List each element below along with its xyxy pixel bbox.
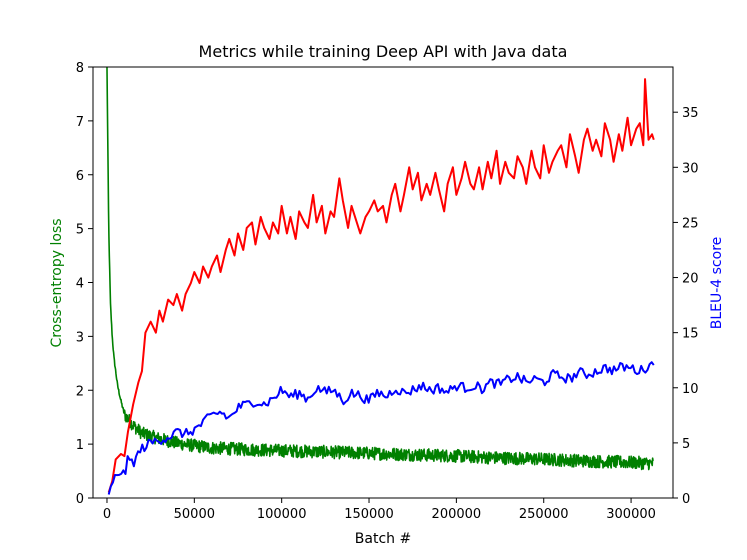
y-right-tick-label-6: 30 bbox=[682, 161, 699, 176]
chart-title: Metrics while training Deep API with Jav… bbox=[199, 42, 568, 61]
series-line-1 bbox=[107, 78, 655, 493]
y-right-tick-label-7: 35 bbox=[682, 106, 699, 121]
x-tick-label-6: 300000 bbox=[606, 507, 656, 522]
series-line-2 bbox=[107, 361, 655, 495]
x-axis-label: Batch # bbox=[355, 531, 411, 547]
x-tick-label-1: 50000 bbox=[174, 507, 215, 522]
x-tick-label-5: 250000 bbox=[519, 507, 569, 522]
y-right-tick-label-4: 20 bbox=[682, 272, 699, 287]
y-axis-label-left: Cross-entropy loss bbox=[49, 218, 65, 347]
y-right-tick-label-3: 15 bbox=[682, 327, 699, 342]
y-left-tick-label-3: 3 bbox=[76, 330, 84, 345]
y-left-tick-label-8: 8 bbox=[76, 61, 84, 76]
y-axis-label-right: BLEU-4 score bbox=[709, 237, 725, 330]
y-right-tick-label-2: 10 bbox=[682, 382, 699, 397]
y-left-tick-label-7: 7 bbox=[76, 115, 84, 130]
y-left-tick-label-1: 1 bbox=[76, 438, 84, 453]
x-tick-label-4: 200000 bbox=[432, 507, 482, 522]
y-left-tick-label-4: 4 bbox=[76, 277, 84, 292]
y-right-tick-label-0: 0 bbox=[682, 492, 690, 507]
y-left-tick-label-6: 6 bbox=[76, 169, 84, 184]
y-left-tick-label-2: 2 bbox=[76, 384, 84, 399]
x-tick-label-3: 150000 bbox=[344, 507, 394, 522]
y-right-tick-label-1: 5 bbox=[682, 437, 690, 452]
x-tick-label-2: 100000 bbox=[257, 507, 307, 522]
y-left-tick-label-0: 0 bbox=[76, 492, 84, 507]
plot-frame bbox=[92, 66, 674, 499]
series-line-0 bbox=[106, 66, 655, 471]
y-right-tick-label-5: 25 bbox=[682, 216, 699, 231]
y-left-tick-label-5: 5 bbox=[76, 223, 84, 238]
ticks-layer: 0 50000 100000 150000 200000 250000 300000 0 1 2 3… bbox=[76, 61, 699, 522]
x-tick-label-0: 0 bbox=[103, 507, 111, 522]
series-layer bbox=[106, 66, 655, 495]
